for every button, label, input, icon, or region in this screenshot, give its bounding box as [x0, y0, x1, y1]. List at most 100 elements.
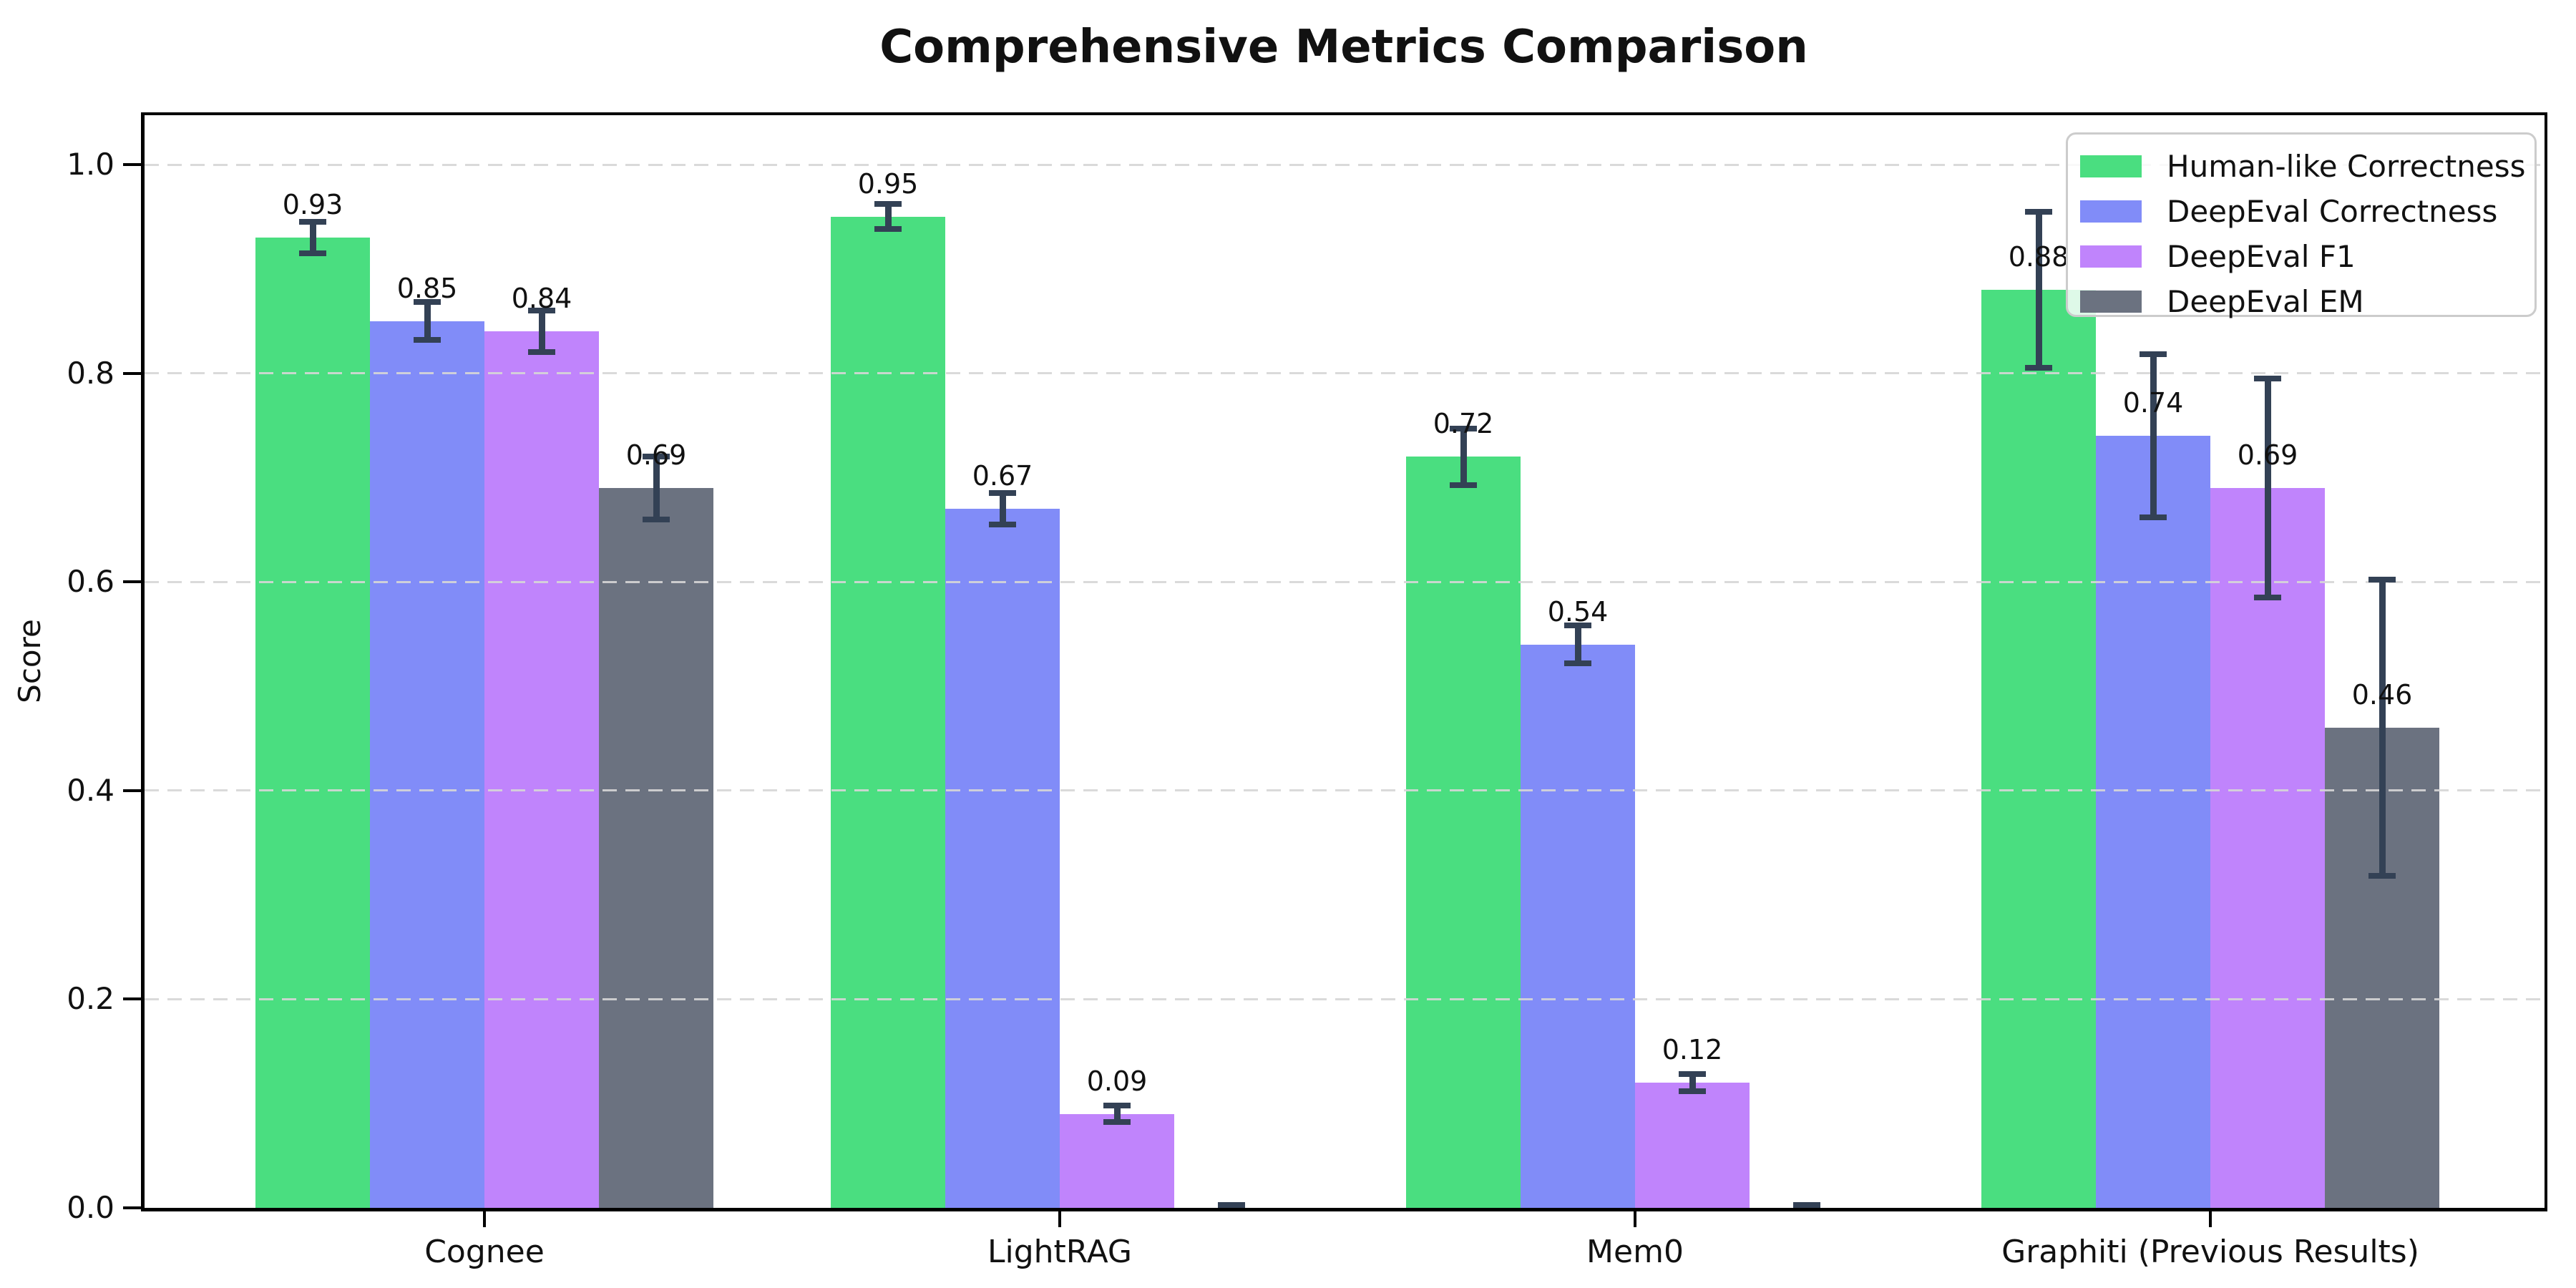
x-tick-label: LightRAG: [987, 1234, 1133, 1270]
error-bar-cap: [1679, 1071, 1706, 1078]
y-tick-label: 0.0: [67, 1190, 114, 1225]
x-axis-tick: [2209, 1211, 2212, 1227]
bar-value-label: 0.54: [1547, 595, 1609, 628]
y-axis-tick: [123, 997, 141, 1001]
error-bar-cap: [1450, 482, 1477, 488]
error-bar-cap: [1218, 1201, 1245, 1208]
error-bar-cap: [2140, 514, 2167, 520]
grid-line: [145, 580, 2545, 583]
error-bar: [1113, 1106, 1121, 1123]
error-bar-cap: [1564, 660, 1591, 666]
legend-item: Human-like Correctness: [2068, 144, 2534, 189]
bar: [1635, 1083, 1750, 1208]
y-tick-label: 0.8: [67, 355, 114, 391]
legend-item: DeepEval EM: [2068, 279, 2534, 324]
bar: [1521, 644, 1635, 1208]
error-bar: [2035, 211, 2042, 369]
bar-value-label: 0.88: [2008, 240, 2069, 273]
legend-label: DeepEval Correctness: [2167, 194, 2498, 229]
error-bar: [2150, 354, 2157, 517]
error-bar: [884, 204, 892, 230]
error-bar-cap: [643, 454, 670, 460]
error-bar-cap: [2140, 351, 2167, 358]
bar-value-label: 0.69: [625, 439, 687, 471]
error-bar: [2264, 378, 2271, 598]
bar-value-label: 0.84: [511, 283, 572, 315]
error-bar-cap: [1103, 1119, 1131, 1126]
bar-value-label: 0.46: [2351, 679, 2413, 711]
bar-value-label: 0.69: [2237, 439, 2298, 471]
bar: [945, 509, 1060, 1208]
y-axis-tick: [123, 163, 141, 166]
y-axis-tick: [123, 580, 141, 584]
legend-label: Human-like Correctness: [2167, 149, 2526, 184]
legend-item: DeepEval Correctness: [2068, 189, 2534, 234]
bar-value-label: 0.09: [1086, 1065, 1148, 1097]
error-bar: [309, 222, 316, 253]
x-tick-label: Graphiti (Previous Results): [2001, 1234, 2419, 1270]
error-bar-cap: [874, 226, 902, 233]
bar: [599, 487, 713, 1208]
error-bar-cap: [643, 516, 670, 522]
error-bar-cap: [299, 219, 326, 225]
error-bar: [653, 457, 660, 519]
error-bar-cap: [1103, 1103, 1131, 1109]
y-tick-label: 0.2: [67, 981, 114, 1017]
error-bar-cap: [2254, 375, 2281, 381]
bar-value-label: 0.67: [972, 460, 1033, 492]
error-bar-cap: [2368, 873, 2396, 879]
legend-item: DeepEval F1: [2068, 234, 2534, 279]
x-axis-tick: [1634, 1211, 1636, 1227]
error-bar-cap: [528, 349, 555, 356]
error-bar-cap: [2025, 365, 2052, 371]
grid-line: [145, 372, 2545, 375]
grid-line: [145, 163, 2545, 166]
error-bar-cap: [414, 299, 441, 306]
y-axis-tick: [123, 789, 141, 792]
error-bar-cap: [1450, 425, 1477, 431]
error-bar: [1574, 625, 1581, 663]
error-bar: [1689, 1074, 1696, 1091]
error-bar-cap: [989, 490, 1016, 497]
error-bar-cap: [2025, 208, 2052, 215]
bar-value-label: 0.72: [1433, 408, 1494, 440]
error-bar-cap: [528, 308, 555, 314]
bar: [831, 216, 945, 1208]
chart-title: Comprehensive Metrics Comparison: [879, 21, 1808, 74]
legend-swatch: [2080, 155, 2142, 177]
error-bar-cap: [414, 336, 441, 343]
error-bar: [424, 302, 431, 340]
legend-label: DeepEval F1: [2167, 239, 2356, 274]
bar: [1406, 457, 1521, 1208]
y-tick-label: 1.0: [67, 147, 114, 182]
bar-value-label: 0.85: [396, 272, 458, 304]
error-bar-cap: [1793, 1201, 1820, 1208]
y-axis-tick: [123, 1206, 141, 1209]
bar-value-label: 0.95: [857, 167, 919, 200]
legend-swatch: [2080, 200, 2142, 223]
legend-label: DeepEval EM: [2167, 284, 2364, 319]
x-tick-label: Mem0: [1586, 1234, 1684, 1270]
bar-value-label: 0.12: [1662, 1034, 1723, 1066]
error-bar-cap: [989, 522, 1016, 527]
bar: [2210, 487, 2325, 1208]
error-bar-cap: [2368, 577, 2396, 583]
grid-line: [145, 789, 2545, 792]
bar: [1981, 289, 2096, 1208]
error-bar-cap: [1679, 1088, 1706, 1094]
x-axis-tick: [483, 1211, 486, 1227]
error-bar-cap: [1564, 623, 1591, 629]
grid-line: [145, 997, 2545, 1000]
x-axis-tick: [1058, 1211, 1061, 1227]
bar: [370, 321, 484, 1208]
bar: [2096, 436, 2210, 1208]
error-bar: [1460, 428, 1467, 485]
legend-swatch: [2080, 291, 2142, 313]
bar: [255, 238, 370, 1208]
error-bar-cap: [299, 250, 326, 256]
y-axis-tick: [123, 371, 141, 375]
bar-value-label: 0.74: [2122, 387, 2184, 419]
y-tick-label: 0.6: [67, 564, 114, 600]
error-bar-cap: [874, 201, 902, 208]
